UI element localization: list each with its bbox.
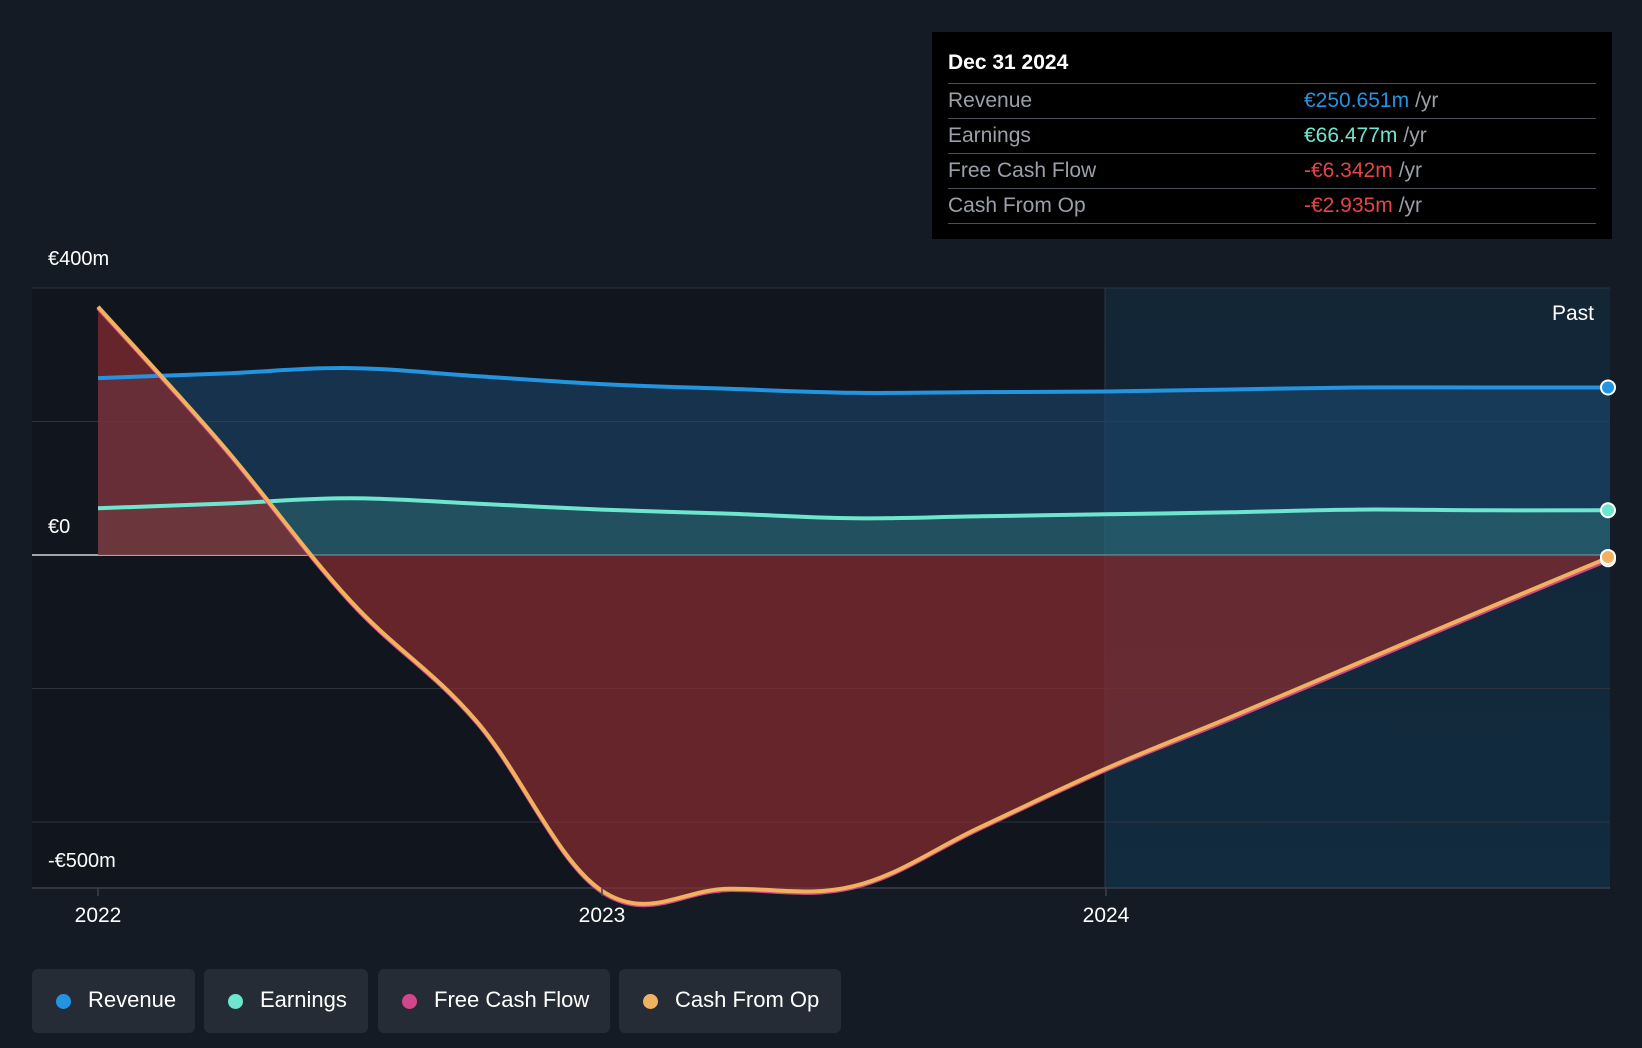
x-axis-ticks: 2022 2023 2024 [75,888,1130,927]
legend-label: Cash From Op [675,987,820,1012]
tooltip-row-free-cash-flow: Free Cash Flow -€6.342m/yr [948,154,1596,189]
x-tick-label: 2022 [75,904,122,927]
tooltip-row-revenue: Revenue €250.651m/yr [948,84,1596,119]
series-endpoints [1600,379,1616,568]
tooltip-value: -€6.342m [1304,159,1393,182]
legend-item-free-cash-flow[interactable]: Free Cash Flow [378,969,610,1033]
free-cash-flow-area [98,308,1610,906]
cash-from-op-endpoint [1600,548,1616,565]
tooltip-value: €250.651m [1304,89,1410,112]
tooltip-date: Dec 31 2024 [948,48,1596,84]
tooltip-value-wrap: -€2.935m/yr [1304,189,1422,223]
tooltip-value-wrap: -€6.342m/yr [1304,154,1422,188]
y-tick-label: €400m [48,248,109,270]
earnings-line [97,496,1611,521]
tooltip-label: Earnings [948,124,1031,147]
legend-dot-icon [402,994,417,1009]
tooltip-unit: /yr [1398,194,1423,217]
legend-label: Free Cash Flow [434,987,590,1012]
tooltip-row-cash-from-op: Cash From Op -€2.935m/yr [948,189,1596,224]
earnings-endpoint [1600,502,1616,519]
legend-dot-icon [56,994,71,1009]
tooltip-value: €66.477m [1304,124,1398,147]
tooltip-unit: /yr [1398,159,1423,182]
legend-label: Earnings [260,987,347,1012]
y-tick-label: €0 [48,516,70,538]
series-areas [98,306,1610,906]
revenue-area [98,368,1610,555]
legend-item-cash-from-op[interactable]: Cash From Op [619,969,841,1033]
cash-from-op-line [96,305,1611,906]
tooltip-label: Cash From Op [948,194,1086,217]
tooltip-label: Revenue [948,89,1033,112]
x-tick-label: 2023 [579,904,626,927]
revenue-endpoint [1600,379,1616,396]
tooltip-value-wrap: €250.651m/yr [1304,84,1438,118]
series-lines [96,305,1611,908]
legend-item-revenue[interactable]: Revenue [32,969,195,1033]
tooltip-value-wrap: €66.477m/yr [1304,119,1427,153]
legend-dot-icon [643,994,658,1009]
x-tick-label: 2024 [1083,904,1130,927]
tooltip-label: Free Cash Flow [948,159,1097,182]
tooltip-value: -€2.935m [1304,194,1393,217]
legend-label: Revenue [88,987,177,1012]
y-axis-ticks: €400m €0 -€500m [48,248,116,872]
past-label: Past [1552,302,1594,325]
tooltip-unit: /yr [1415,89,1439,112]
legend-dot-icon [228,994,243,1009]
tooltip-unit: /yr [1403,124,1427,147]
tooltip-row-earnings: Earnings €66.477m/yr [948,119,1596,154]
legend-item-earnings[interactable]: Earnings [204,969,368,1033]
y-tick-label: -€500m [48,850,116,872]
data-tooltip: Dec 31 2024 Revenue €250.651m/yr Earning… [932,32,1612,239]
cash-from-op-area [98,306,1610,904]
revenue-line [97,366,1610,395]
